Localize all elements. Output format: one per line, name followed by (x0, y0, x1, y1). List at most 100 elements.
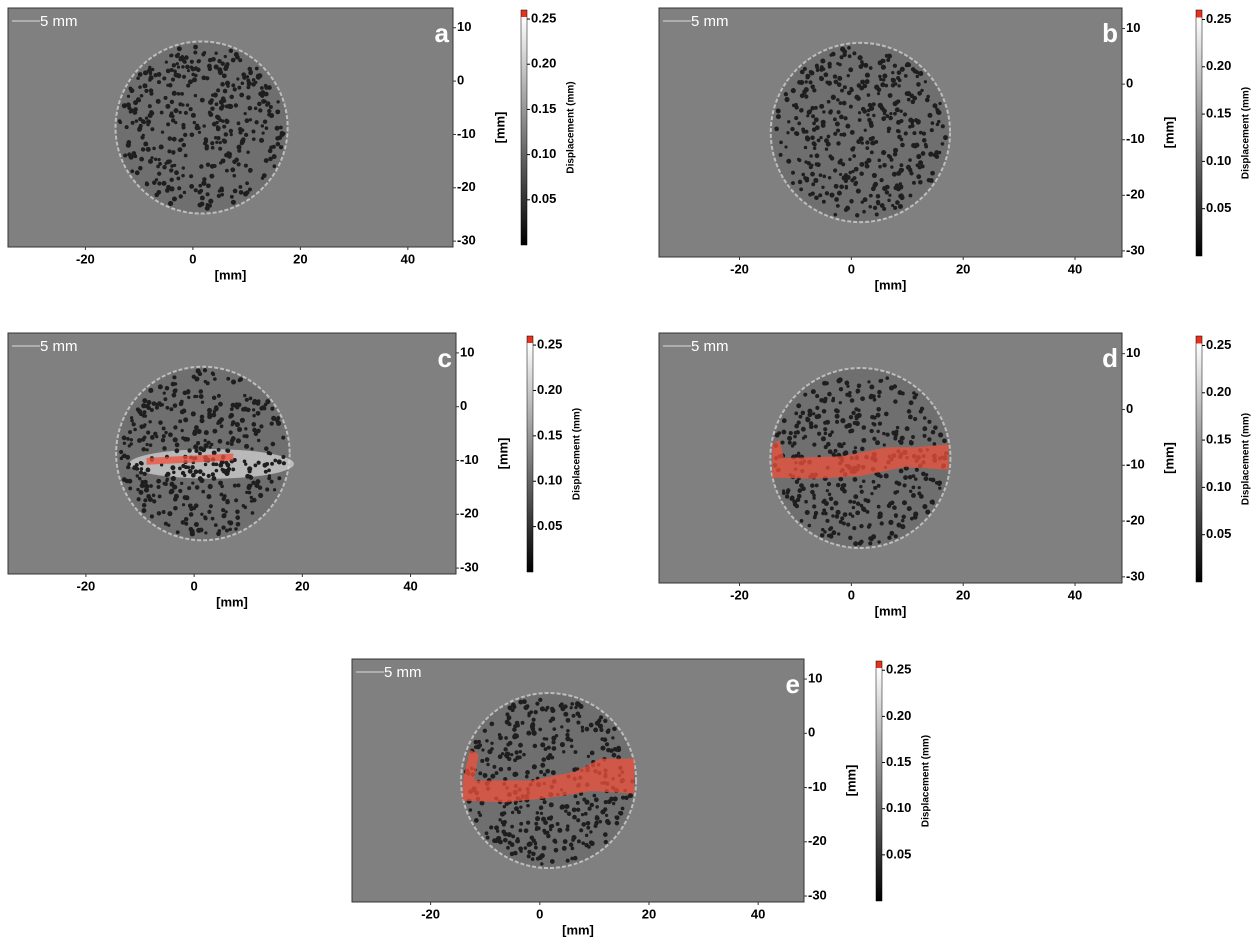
speckle (159, 403, 163, 407)
speckle (177, 177, 181, 181)
speckle (895, 200, 900, 205)
speckle (905, 62, 910, 67)
speckle (598, 724, 603, 729)
speckle (877, 159, 881, 163)
speckle (516, 837, 519, 840)
speckle (566, 824, 570, 828)
speckle (257, 461, 261, 465)
colorbar-tick-label: 0.05 (537, 518, 562, 533)
speckle (877, 484, 881, 488)
speckle (887, 199, 890, 202)
speckle (211, 413, 216, 418)
speckle (196, 369, 201, 374)
speckle (828, 527, 832, 531)
speckle (157, 80, 161, 84)
speckle (180, 429, 183, 432)
speckle (923, 416, 927, 420)
speckle (560, 702, 564, 706)
speckle (198, 451, 202, 455)
speckle (207, 408, 212, 413)
speckle (248, 106, 253, 111)
speckle (251, 422, 256, 427)
speckle (182, 166, 185, 169)
speckle (244, 427, 247, 430)
speckle (908, 475, 913, 480)
speckle (214, 64, 219, 69)
speckle (900, 67, 905, 72)
speckle (911, 493, 916, 498)
speckle (483, 729, 487, 733)
speckle (824, 512, 827, 515)
speckle (551, 740, 555, 744)
speckle (183, 191, 186, 194)
speckle (202, 124, 205, 127)
speckle (252, 408, 255, 411)
speckle (498, 733, 502, 737)
speckle (933, 442, 937, 446)
speckle (835, 414, 840, 419)
speckle (133, 428, 137, 432)
speckle (182, 75, 186, 79)
speckle (815, 414, 820, 419)
speckle (171, 150, 175, 154)
speckle (513, 705, 517, 709)
speckle (923, 476, 928, 481)
speckle (226, 500, 230, 504)
speckle (481, 748, 484, 751)
speckle (216, 127, 221, 132)
speckle (839, 101, 843, 105)
speckle (513, 772, 518, 777)
speckle (164, 431, 167, 434)
y-tick-label: 0 (808, 725, 815, 740)
speckle (132, 109, 135, 112)
colorbar-label: Displacement (mm) (1241, 413, 1252, 505)
speckle (943, 135, 948, 140)
speckle (200, 418, 205, 423)
speckle (173, 108, 178, 113)
speckle (188, 448, 192, 452)
speckle (875, 440, 880, 445)
speckle (818, 193, 822, 197)
speckle (931, 430, 936, 435)
speckle (882, 78, 886, 82)
speckle (174, 448, 179, 453)
speckle (926, 95, 930, 99)
speckle (231, 200, 236, 205)
speckle (476, 744, 481, 749)
x-axis-label: [mm] (875, 277, 907, 292)
speckle (811, 389, 816, 394)
speckle (189, 527, 194, 532)
speckle (149, 72, 153, 76)
speckle (519, 750, 522, 753)
speckle (181, 174, 185, 178)
y-axis-label: [mm] (1161, 117, 1176, 149)
speckle (817, 432, 821, 436)
speckle (213, 93, 218, 98)
speckle (878, 165, 882, 169)
speckle (214, 136, 218, 140)
speckle (173, 164, 176, 167)
speckle (157, 158, 160, 161)
speckle (196, 441, 200, 445)
speckle (478, 771, 482, 775)
speckle (908, 158, 912, 162)
speckle (612, 727, 616, 731)
speckle (860, 447, 865, 452)
speckle (549, 828, 552, 831)
x-tick-label: 40 (401, 251, 415, 266)
speckle (163, 397, 167, 401)
speckle (539, 805, 544, 810)
colorbar-tick-label: 0.10 (531, 146, 556, 161)
speckle (237, 162, 241, 166)
speckle (824, 432, 828, 436)
scale-bar-label: 5 mm (40, 338, 78, 355)
speckle (896, 426, 899, 429)
y-axis-label: [mm] (1161, 442, 1176, 474)
speckle (158, 494, 162, 498)
speckle (181, 103, 184, 106)
speckle (474, 740, 479, 745)
colorbar-tick-label: 0.10 (1206, 153, 1231, 168)
speckle (225, 62, 229, 66)
speckle (908, 415, 913, 420)
speckle (888, 116, 893, 121)
